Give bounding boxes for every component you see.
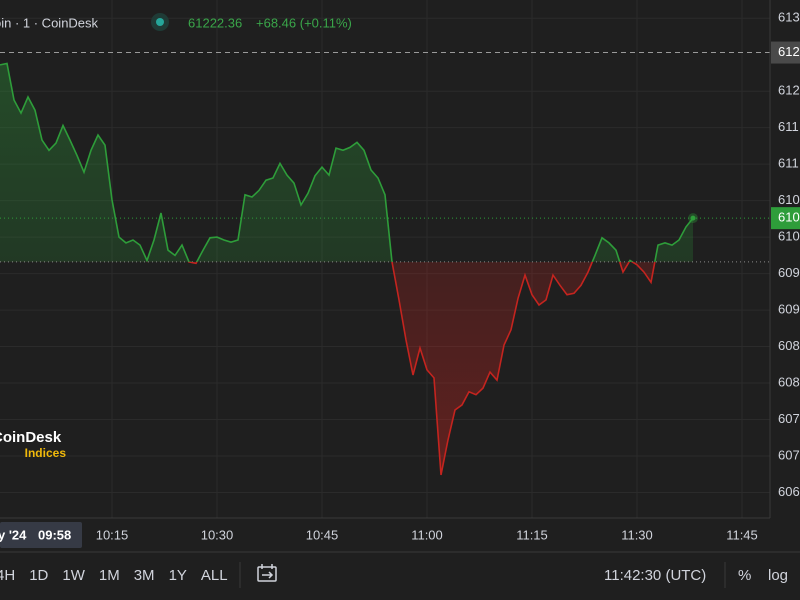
x-tick-label: 11:15 [516,527,548,542]
last-label: 610 [778,210,800,225]
y-tick-label: 608 [778,374,800,389]
range-button[interactable]: 1D [29,567,48,584]
range-button[interactable]: 3M [134,567,155,584]
area-up [0,63,693,262]
symbol-title: oin · 1 · CoinDesk [0,15,99,30]
price-line-up [0,62,694,262]
x-tick-label: 10:45 [306,527,339,542]
last-price: 61222.36 [188,15,242,30]
y-tick-label: 611 [778,119,799,134]
crosshair-label [0,522,82,548]
x-tick-label: 11:45 [726,527,758,542]
clock: 11:42:30 (UTC) [604,567,706,584]
replay-icon[interactable] [257,564,277,582]
y-tick-label: 613 [778,10,800,25]
y-tick-label: 612 [778,83,800,98]
y-tick-label: 609 [778,302,800,317]
x-tick-label: 11:30 [621,527,653,542]
y-tick-label: 610 [778,229,800,244]
status-dot [156,18,164,26]
y-tick-label: 607 [778,411,800,426]
log-toggle[interactable]: log [768,567,788,584]
crosshair-time: 09:58 [38,527,71,542]
last-label-box [771,207,800,230]
y-tick-label: 610 [778,192,800,207]
high-label: 612 [778,44,800,59]
range-button[interactable]: 1Y [169,567,187,584]
y-tick-label: 607 [778,447,800,462]
area-down [189,261,655,475]
percent-toggle[interactable]: % [738,567,751,584]
watermark-sub: Indices [25,446,67,460]
range-button[interactable]: 1W [62,567,85,584]
high-label-box [771,41,800,64]
price-change: +68.46 (+0.11%) [256,15,352,30]
y-tick-label: 606 [778,484,800,499]
y-tick-label: 609 [778,265,800,280]
x-tick-label: 10:30 [201,527,234,542]
crosshair-date: y '24 [0,527,27,542]
range-button[interactable]: 4H [0,567,15,584]
y-tick-label: 608 [778,338,800,353]
range-button[interactable]: ALL [201,567,228,584]
price-line-down [146,261,656,476]
x-tick-label: 10:15 [96,527,129,542]
watermark-name: CoinDesk [0,429,62,446]
y-tick-label: 611 [778,156,799,171]
x-tick-label: 11:00 [411,527,443,542]
range-button[interactable]: 1M [99,567,120,584]
